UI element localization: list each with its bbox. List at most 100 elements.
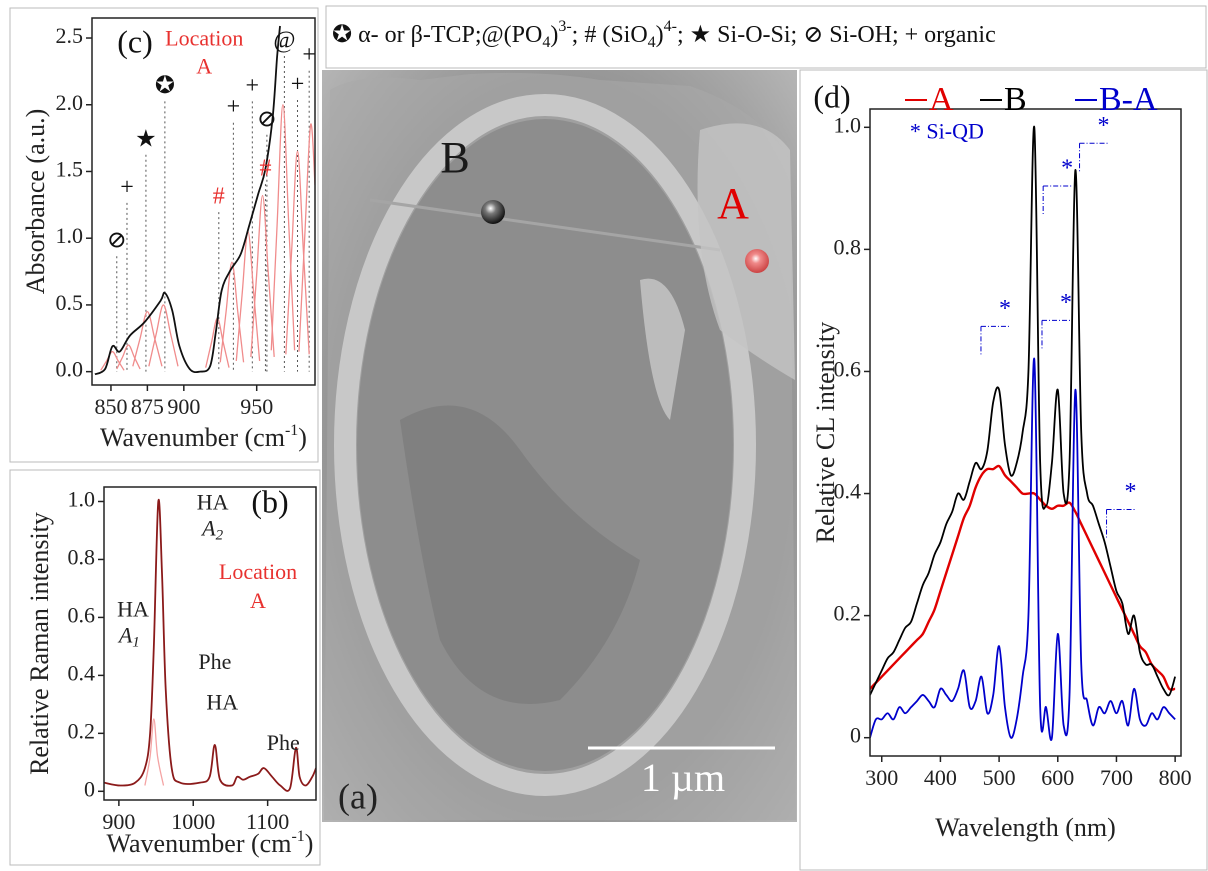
annotation: A xyxy=(196,54,212,79)
y-tick-label: 0.8 xyxy=(68,545,96,570)
marker-symbol: ⊘ xyxy=(257,106,277,132)
header-box xyxy=(325,5,1207,69)
y-tick-label: 0.6 xyxy=(68,602,96,627)
annotation-sub: 1 xyxy=(132,635,140,651)
annotation: A2 xyxy=(200,516,223,544)
header-part: 4- xyxy=(664,18,677,35)
marker-symbol: * xyxy=(1125,479,1137,505)
x-tick-label: 900 xyxy=(167,394,200,419)
annotation: HA xyxy=(197,489,229,514)
y-tick-label: 2.0 xyxy=(56,90,84,115)
plot-frame xyxy=(91,17,316,386)
point-label: B xyxy=(440,133,469,182)
x-axis-label-tail: ) xyxy=(305,829,314,858)
x-axis-label-sup: -1 xyxy=(285,422,298,439)
marker-symbol: + xyxy=(227,94,241,120)
pit-rim xyxy=(334,94,756,796)
y-tick-label: 1.5 xyxy=(56,157,84,182)
y-tick-label: 0.8 xyxy=(834,234,862,259)
y-axis-label: Relative CL intensity xyxy=(811,322,840,543)
marker-symbol: + xyxy=(302,42,316,68)
series-line xyxy=(870,358,1176,741)
series-line xyxy=(116,344,141,370)
marker-symbol: ⊘ xyxy=(107,228,127,254)
annotation-text: A xyxy=(117,623,133,648)
y-tick-label: 0.4 xyxy=(68,660,96,685)
annotation: A xyxy=(250,588,266,613)
marker-symbol: + xyxy=(120,174,134,200)
header-part: ✪ α- or β-TCP;@(PO xyxy=(332,22,542,48)
x-tick-label: 600 xyxy=(1041,765,1074,790)
header-part: 4 xyxy=(648,34,656,51)
annotation: Location xyxy=(165,26,243,51)
series-line xyxy=(298,123,315,352)
x-axis-label-sup: -1 xyxy=(291,828,304,845)
marker-symbol: * xyxy=(1098,113,1110,139)
x-tick-label: 850 xyxy=(94,394,127,419)
annotation-text: Location xyxy=(219,559,297,584)
x-tick-label: 400 xyxy=(924,765,957,790)
annotation-text: Location xyxy=(165,26,243,51)
annotation-text: A xyxy=(200,516,216,541)
series-line xyxy=(285,150,310,355)
annotation-sub: 2 xyxy=(216,528,224,544)
y-tick-label: 1.0 xyxy=(68,487,96,512)
x-axis-label-text: Wavenumber (cm xyxy=(100,423,285,452)
x-tick-label: 500 xyxy=(983,765,1016,790)
x-axis-label-tail: ) xyxy=(298,423,307,452)
y-tick-label: 1.0 xyxy=(834,112,862,137)
marker-symbol: ★ xyxy=(135,126,157,152)
header-part: ; ★ Si-O-Si; ⊘ Si-OH; + organic xyxy=(677,22,996,48)
annotation: HA xyxy=(206,689,238,714)
annotation-text: A xyxy=(250,588,266,613)
x-tick-label: 800 xyxy=(1159,765,1192,790)
y-tick-label: 0.0 xyxy=(56,357,84,382)
pit-structure xyxy=(400,405,640,704)
x-axis-label: Wavelength (nm) xyxy=(935,813,1116,842)
x-tick-label: 700 xyxy=(1100,765,1133,790)
x-axis-label-text: Wavenumber (cm xyxy=(107,829,292,858)
header-part: ; # (SiO xyxy=(572,22,648,48)
plot-frame xyxy=(103,486,317,801)
point-label: A xyxy=(717,179,749,228)
header-part: 3- xyxy=(558,18,571,35)
y-tick-label: 0 xyxy=(84,776,95,801)
x-axis-label: Wavenumber (cm-1) xyxy=(107,828,314,858)
chart-panel: 850 875 900 950 0.0 0.5 1.0 1.5 2.0 2.5 Wavenumber… xyxy=(9,7,319,463)
annotation-text: HA xyxy=(117,597,149,622)
annotation-text: * Si-QD xyxy=(910,118,984,143)
marker-symbol: + xyxy=(291,72,305,98)
panel-label: (c) xyxy=(117,23,153,59)
annotation-text: A xyxy=(196,54,212,79)
annotation: HA xyxy=(117,597,149,622)
y-tick-label: 1.0 xyxy=(56,223,84,248)
y-tick-label: 0.6 xyxy=(834,357,862,382)
x-tick-label: 1100 xyxy=(246,809,289,834)
sem-image: B A 1 µm (a) xyxy=(322,70,797,822)
annotation-text: Phe xyxy=(267,730,300,755)
x-tick-label: 1000 xyxy=(171,809,215,834)
series-line xyxy=(132,310,163,367)
y-tick-label: 0 xyxy=(850,723,861,748)
chart-panel: 900 1000 1100 0 0.2 0.4 0.6 0.8 1.0 Wavenumber (c… xyxy=(9,469,321,866)
annotation: * Si-QD xyxy=(910,118,984,143)
marker-bracket xyxy=(980,325,1009,357)
scale-label: 1 µm xyxy=(641,755,725,800)
marker-symbol: * xyxy=(1061,156,1073,182)
marker-bracket xyxy=(1041,319,1070,351)
header-part: ) xyxy=(550,22,558,48)
marker-symbol: * xyxy=(1060,290,1072,316)
series-line xyxy=(148,304,179,367)
marker-symbol: * xyxy=(999,296,1011,322)
legend-label: B-A xyxy=(1099,81,1158,118)
point-b-marker xyxy=(481,200,505,224)
chart-panel: 300 400 500 600 700 800 0 0.2 0.4 0.6 0.8 1.0 Wavele… xyxy=(799,69,1208,871)
annotation: A1 xyxy=(117,623,140,651)
point-a-marker xyxy=(745,249,769,273)
plot-area xyxy=(870,125,1176,741)
y-tick-label: 2.5 xyxy=(56,23,84,48)
marker-bracket xyxy=(1079,142,1108,174)
flake xyxy=(640,278,685,420)
annotation: Location xyxy=(219,559,297,584)
marker-bracket xyxy=(1106,509,1135,540)
